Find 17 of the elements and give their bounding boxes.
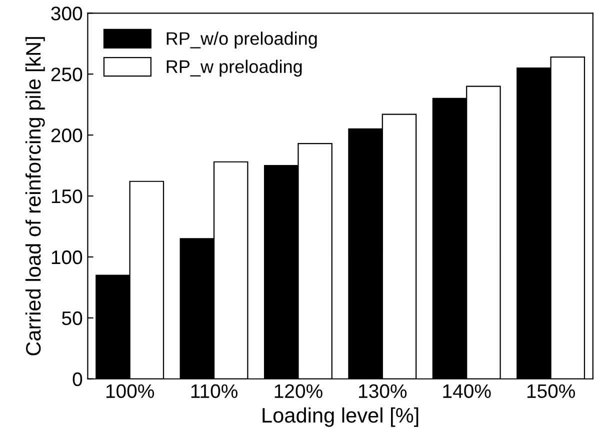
legend-label: RP_w preloading	[166, 60, 302, 77]
y-axis-title: Carried load of reinforcing pile [kN]	[25, 37, 45, 356]
y-tick-label: 50	[62, 311, 82, 326]
y-tick-label: 200	[51, 128, 82, 142]
x-tick-label: 140%	[443, 384, 491, 398]
y-tick-label: 150	[52, 189, 82, 204]
x-axis-title: Loading level [%]	[262, 407, 418, 427]
y-tick-label: 250	[51, 68, 82, 82]
x-tick-label: 110%	[191, 384, 238, 398]
x-tick-label: 150%	[527, 384, 575, 398]
y-tick-label: 0	[72, 372, 82, 386]
legend-label: RP_w/o preloading	[166, 32, 317, 48]
y-tick-label: 100	[52, 250, 82, 264]
x-tick-label: 100%	[106, 384, 154, 398]
x-tick-label: 130%	[359, 384, 407, 398]
y-tick-label: 300	[51, 6, 82, 20]
x-tick-label: 120%	[274, 384, 322, 398]
